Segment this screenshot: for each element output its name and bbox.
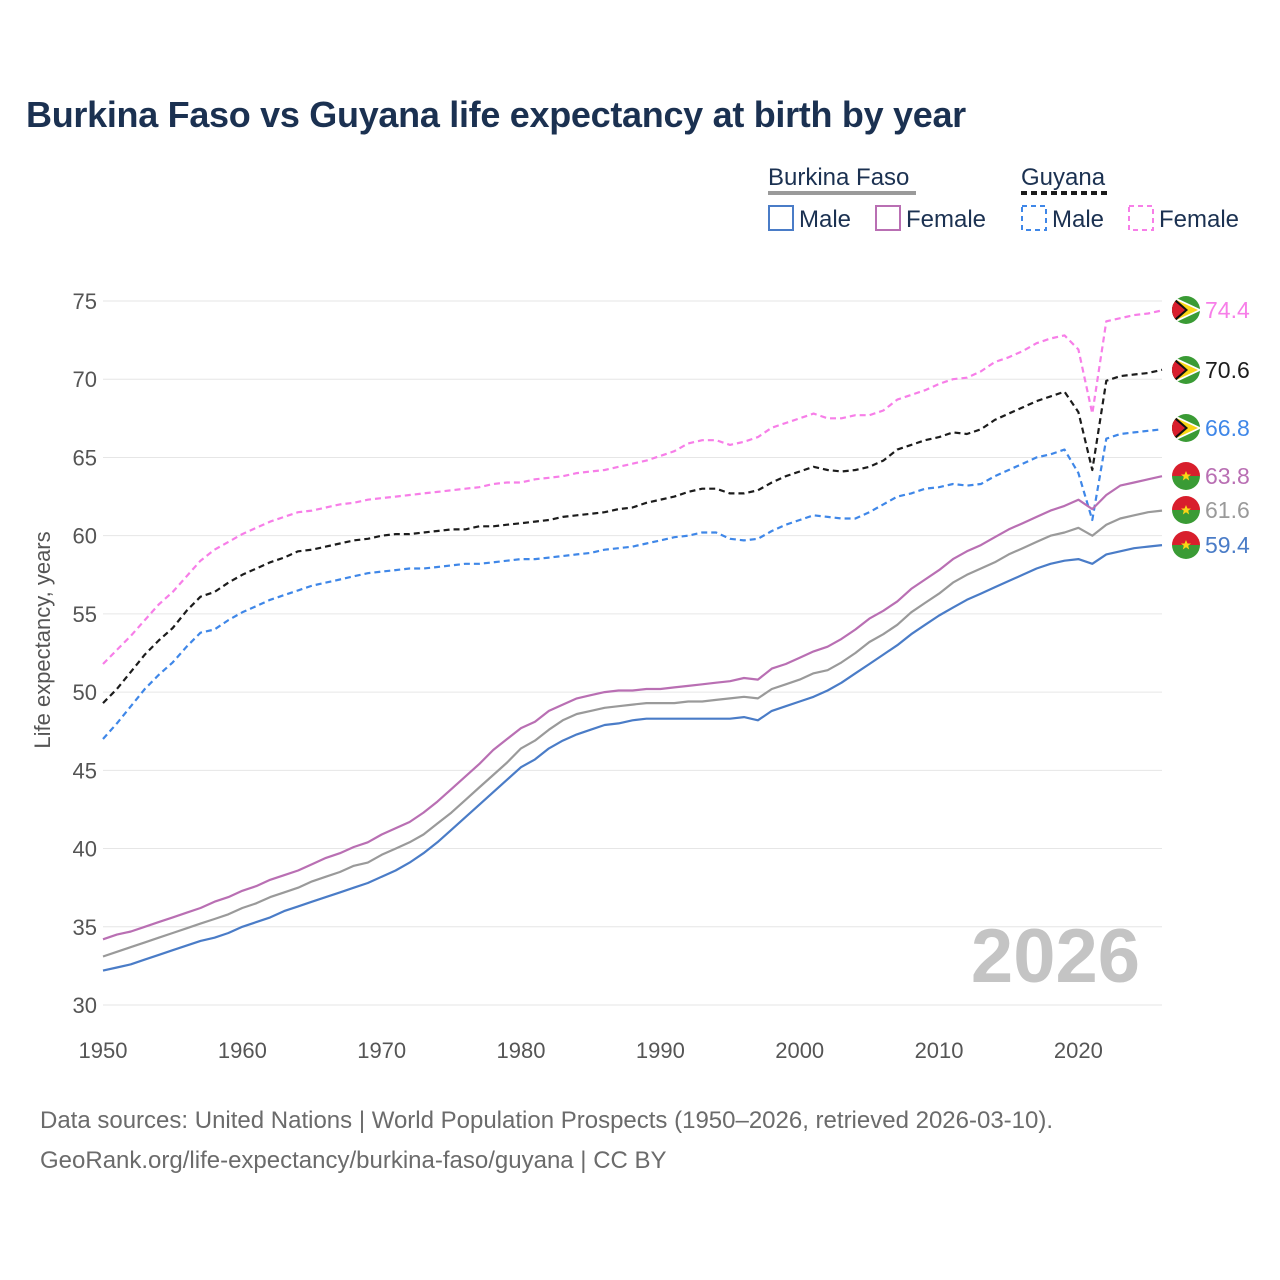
y-tick-label-55: 55 (73, 602, 97, 627)
flag-icon-burkina-faso (1172, 531, 1200, 559)
end-label-burkina-faso-female: 63.8 (1205, 463, 1250, 489)
flag-icon-guyana (1172, 356, 1200, 384)
legend-group-guyana: Guyana (1021, 164, 1106, 191)
y-tick-label-40: 40 (73, 837, 97, 862)
legend-label-gy-male: Male (1052, 206, 1104, 233)
y-tick-label-45: 45 (73, 758, 97, 783)
x-tick-label-1960: 1960 (218, 1038, 267, 1063)
flag-icon-guyana (1172, 414, 1200, 442)
y-tick-label-35: 35 (73, 915, 97, 940)
end-label-guyana-female: 74.4 (1205, 297, 1250, 323)
series-line-guyana-female (102, 309, 1163, 665)
flag-icon-burkina-faso (1172, 462, 1200, 490)
x-axis-ticks: 1950 1960 1970 1980 1990 2000 2010 2020 (79, 1038, 1103, 1063)
x-tick-label-1990: 1990 (636, 1038, 685, 1063)
y-tick-label-75: 75 (73, 289, 97, 314)
series-line-burkina-faso-male (102, 544, 1163, 972)
legend: Burkina Faso Guyana Male Female Male Fem… (768, 164, 1239, 233)
y-tick-label-65: 65 (73, 445, 97, 470)
x-tick-label-1970: 1970 (357, 1038, 406, 1063)
y-tick-label-70: 70 (73, 367, 97, 392)
end-label-guyana-male: 66.8 (1205, 415, 1250, 441)
chart-title: Burkina Faso vs Guyana life expectancy a… (26, 94, 966, 135)
end-markers: 74.4 70.6 66.8 63.8 61.6 59.4 (1172, 296, 1250, 559)
series-line-guyana-total (102, 368, 1163, 704)
x-tick-label-2010: 2010 (915, 1038, 964, 1063)
legend-swatch-gy-female (1128, 205, 1154, 231)
y-tick-label-60: 60 (73, 524, 97, 549)
y-tick-label-50: 50 (73, 680, 97, 705)
x-tick-label-1950: 1950 (79, 1038, 128, 1063)
watermark-year: 2026 (971, 914, 1140, 999)
series-line-guyana-male (102, 428, 1163, 740)
y-axis-label: Life expectancy, years (30, 531, 55, 748)
legend-swatch-bf-male (768, 205, 794, 231)
legend-label-bf-male: Male (799, 206, 851, 233)
series-line-burkina-faso-total (102, 509, 1163, 958)
x-tick-label-2000: 2000 (775, 1038, 824, 1063)
flag-icon-guyana (1172, 296, 1200, 324)
y-tick-label-30: 30 (73, 993, 97, 1018)
source-note: Data sources: United Nations | World Pop… (40, 1107, 1054, 1134)
flag-icon-burkina-faso (1172, 496, 1200, 524)
legend-swatch-gy-male (1021, 205, 1047, 231)
series-lines (102, 309, 1163, 972)
source-link: GeoRank.org/life-expectancy/burkina-faso… (40, 1147, 667, 1174)
x-tick-label-2020: 2020 (1054, 1038, 1103, 1063)
legend-label-bf-female: Female (906, 206, 986, 233)
y-axis-ticks: 30 35 40 45 50 55 60 65 70 75 (73, 289, 97, 1018)
series-line-burkina-faso-female (102, 475, 1163, 941)
x-tick-label-1980: 1980 (497, 1038, 546, 1063)
end-label-burkina-faso-total: 61.6 (1205, 497, 1250, 523)
legend-label-gy-female: Female (1159, 206, 1239, 233)
end-label-guyana-total: 70.6 (1205, 357, 1250, 383)
legend-group-burkina-faso: Burkina Faso (768, 164, 909, 191)
end-label-burkina-faso-male: 59.4 (1205, 532, 1250, 558)
legend-swatch-bf-female (875, 205, 901, 231)
grid-lines (103, 300, 1162, 1006)
